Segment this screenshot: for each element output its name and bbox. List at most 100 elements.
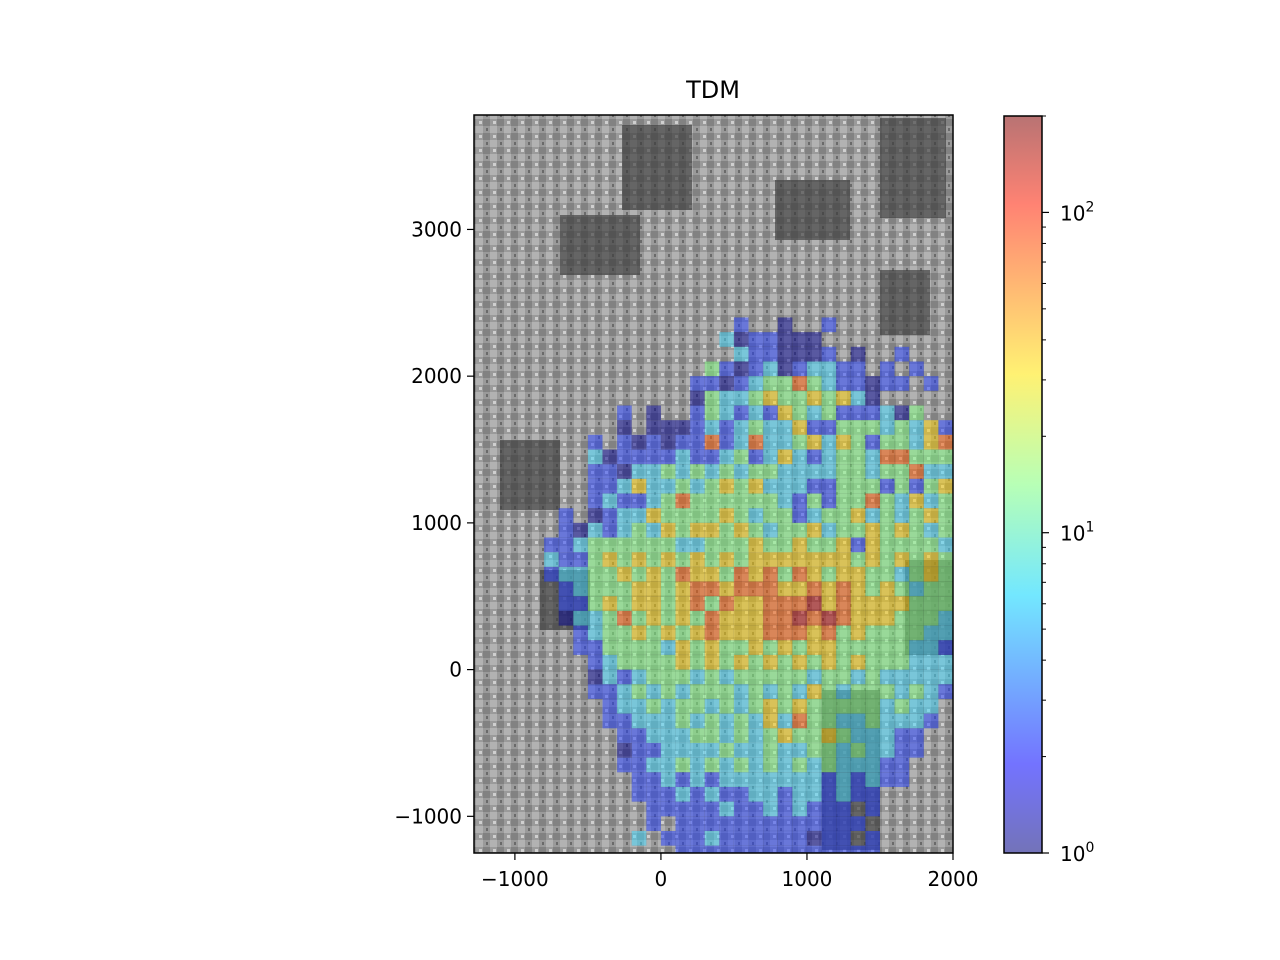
heatmap-cell xyxy=(573,596,589,612)
heatmap-cell xyxy=(719,684,735,700)
heatmap-cell xyxy=(587,522,603,538)
heatmap-cell xyxy=(616,493,632,509)
heatmap-cell xyxy=(865,669,881,685)
heatmap-cell xyxy=(587,625,603,641)
heatmap-cell xyxy=(850,684,866,700)
heatmap-cell xyxy=(602,493,618,509)
heatmap-cell xyxy=(689,728,705,744)
heatmap-cell xyxy=(704,757,720,773)
heatmap-cell xyxy=(704,449,720,465)
heatmap-cell xyxy=(748,830,764,846)
heatmap-cell xyxy=(806,801,822,817)
heatmap-cell xyxy=(689,610,705,626)
heatmap-cell xyxy=(704,508,720,524)
heatmap-cell xyxy=(689,463,705,480)
heatmap-cell xyxy=(660,640,676,656)
heatmap-cell xyxy=(631,728,647,744)
heatmap-cell xyxy=(835,405,851,421)
heatmap-cell xyxy=(558,596,574,612)
heatmap-cell xyxy=(850,405,866,421)
heatmap-cell xyxy=(879,493,895,509)
heatmap-cell xyxy=(850,728,866,744)
heatmap-cell xyxy=(923,596,939,612)
heatmap-cell xyxy=(792,522,808,538)
heatmap-cell xyxy=(923,698,939,714)
heatmap-cell xyxy=(806,552,822,568)
heatmap-cell xyxy=(894,654,910,670)
heatmap-cell xyxy=(777,596,793,612)
heatmap-cell xyxy=(733,801,749,817)
heatmap-cell xyxy=(894,375,910,392)
heatmap-cell xyxy=(879,640,895,656)
heatmap-cell xyxy=(762,596,778,612)
heatmap-cell xyxy=(631,493,647,509)
heatmap-cell xyxy=(675,522,691,538)
heatmap-cell xyxy=(865,713,881,729)
heatmap-cell xyxy=(602,713,618,729)
heatmap-cell xyxy=(762,816,778,832)
heatmap-cell xyxy=(908,610,924,626)
heatmap-cell xyxy=(660,830,676,846)
heatmap-cell xyxy=(865,405,881,421)
heatmap-cell xyxy=(865,654,881,670)
heatmap-cell xyxy=(762,419,778,436)
heatmap-cell xyxy=(748,581,764,597)
heatmap-cell xyxy=(733,317,749,333)
heatmap-cell xyxy=(660,478,676,494)
heatmap-cell xyxy=(865,757,881,773)
heatmap-cell xyxy=(646,508,662,524)
heatmap-cell xyxy=(835,493,851,509)
heatmap-cell xyxy=(908,434,924,450)
heatmap-cell xyxy=(646,566,662,582)
heatmap-cell xyxy=(850,742,866,758)
heatmap-cell xyxy=(748,625,764,641)
heatmap-cell xyxy=(850,610,866,626)
heatmap-cell xyxy=(719,786,735,802)
heatmap-cell xyxy=(660,801,676,817)
heatmap-cell xyxy=(806,478,822,494)
heatmap-cell xyxy=(952,684,953,700)
heatmap-cell xyxy=(865,419,881,436)
heatmap-cell xyxy=(631,786,647,802)
heatmap-cell xyxy=(616,405,632,421)
heatmap-cell xyxy=(733,581,749,597)
heatmap-cell xyxy=(733,375,749,392)
x-tick-label: 2000 xyxy=(928,867,979,891)
heatmap-cell xyxy=(675,830,691,846)
heatmap-cell xyxy=(748,361,764,377)
heatmap-cell xyxy=(660,552,676,568)
heatmap-cell xyxy=(792,566,808,582)
heatmap-cell xyxy=(806,596,822,612)
heatmap-cell xyxy=(616,669,632,685)
heatmap-cell xyxy=(646,816,662,832)
heatmap-cell xyxy=(821,493,837,509)
y-tick-label: 2000 xyxy=(411,364,462,388)
heatmap-cell xyxy=(631,625,647,641)
x-tick-label: 0 xyxy=(655,867,668,891)
heatmap-cell xyxy=(982,538,997,553)
heatmap-cell xyxy=(733,361,749,377)
heatmap-cell xyxy=(719,757,735,773)
plot-area xyxy=(474,115,997,853)
heatmap-cell xyxy=(952,566,953,582)
heatmap-cell xyxy=(835,375,851,392)
heatmap-cell xyxy=(952,552,953,568)
heatmap-cell xyxy=(894,669,910,685)
y-tick-label: 0 xyxy=(449,658,462,682)
heatmap-cell xyxy=(704,772,720,788)
heatmap-cell xyxy=(821,346,837,362)
heatmap-cell xyxy=(646,434,662,450)
heatmap-cell xyxy=(908,640,924,656)
heatmap-cell xyxy=(689,581,705,597)
heatmap-cell xyxy=(821,713,837,729)
heatmap-cell xyxy=(865,596,881,612)
heatmap-cell xyxy=(558,508,574,524)
heatmap-cell xyxy=(879,610,895,626)
heatmap-cell xyxy=(719,331,735,348)
heatmap-cell xyxy=(602,610,618,626)
heatmap-cell xyxy=(704,669,720,685)
heatmap-cell xyxy=(704,640,720,656)
heatmap-cell xyxy=(806,537,822,553)
heatmap-cell xyxy=(646,698,662,714)
